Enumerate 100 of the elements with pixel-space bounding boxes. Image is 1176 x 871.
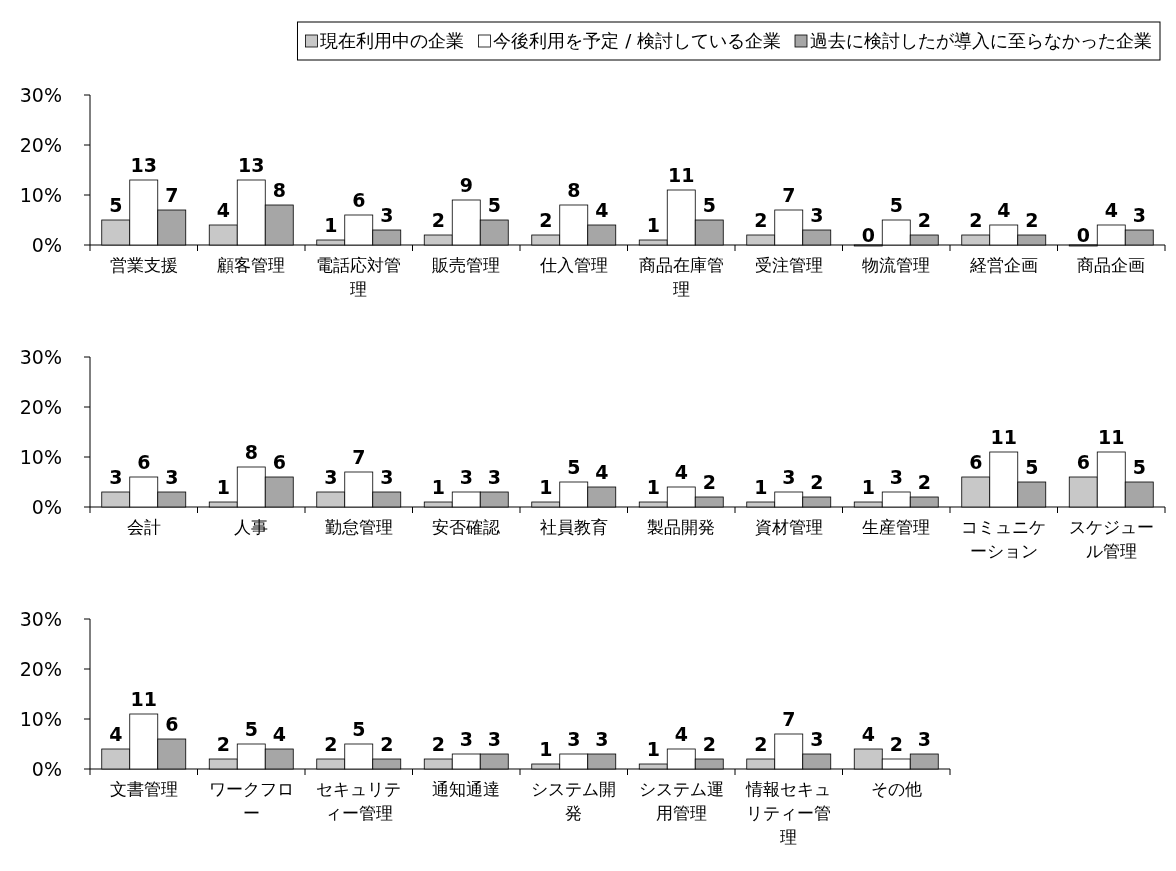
data-label: 2 — [539, 209, 553, 231]
x-tick-label: 情報セキュリティー管理 — [744, 778, 833, 849]
data-label: 8 — [567, 179, 581, 201]
x-tick-label: スケジュール管理 — [1067, 516, 1155, 563]
data-label: 5 — [487, 194, 501, 216]
data-label: 6 — [272, 451, 286, 473]
data-label: 4 — [861, 723, 875, 745]
data-label: 3 — [595, 728, 609, 750]
data-label: 0 — [861, 224, 875, 246]
data-label: 11 — [1098, 426, 1125, 448]
data-label: 1 — [646, 214, 660, 236]
data-label: 7 — [352, 446, 366, 468]
data-label: 8 — [244, 441, 258, 463]
y-tick-label: 10% — [19, 708, 62, 730]
data-label: 13 — [238, 154, 265, 176]
data-label: 1 — [216, 476, 230, 498]
data-label: 11 — [990, 426, 1017, 448]
x-tick-label: 販売管理 — [431, 254, 502, 277]
data-label: 5 — [109, 194, 123, 216]
data-label: 4 — [595, 461, 609, 483]
data-label: 3 — [380, 204, 394, 226]
data-label: 2 — [969, 209, 983, 231]
data-label: 3 — [459, 466, 473, 488]
data-label: 1 — [431, 476, 445, 498]
y-tick-label: 20% — [19, 396, 62, 418]
x-tick-label: 生産管理 — [861, 516, 932, 539]
data-label: 4 — [674, 723, 688, 745]
x-tick-label: その他 — [869, 778, 923, 801]
x-tick-label: 製品開発 — [646, 516, 717, 539]
x-tick-label: システム開発 — [530, 778, 618, 825]
y-tick-label: 20% — [19, 658, 62, 680]
data-label: 11 — [130, 688, 157, 710]
data-label: 5 — [889, 194, 903, 216]
x-tick-label: 顧客管理 — [216, 254, 287, 277]
x-tick-label: 資材管理 — [753, 516, 824, 539]
data-label: 3 — [487, 466, 501, 488]
data-label: 0 — [1076, 224, 1090, 246]
data-label: 3 — [810, 728, 824, 750]
data-label: 9 — [459, 174, 473, 196]
data-label: 5 — [702, 194, 716, 216]
x-tick-label: 人事 — [233, 516, 270, 539]
data-label: 2 — [702, 733, 716, 755]
data-label: 4 — [997, 199, 1011, 221]
data-label: 3 — [165, 466, 179, 488]
data-label: 6 — [969, 451, 983, 473]
y-tick-label: 10% — [19, 446, 62, 468]
data-label: 3 — [889, 466, 903, 488]
data-label: 1 — [861, 476, 875, 498]
data-label: 2 — [702, 471, 716, 493]
data-label: 5 — [352, 718, 366, 740]
data-label: 2 — [810, 471, 824, 493]
y-tick-label: 0% — [31, 234, 62, 256]
data-label: 13 — [130, 154, 157, 176]
data-label: 3 — [324, 466, 338, 488]
data-label: 2 — [917, 471, 931, 493]
data-label: 2 — [324, 733, 338, 755]
x-tick-label: 安否確認 — [431, 516, 502, 539]
data-label: 2 — [889, 733, 903, 755]
data-label: 6 — [1076, 451, 1090, 473]
data-label: 1 — [324, 214, 338, 236]
legend-label: 過去に検討したが導入に至らなかった企業 — [810, 30, 1152, 51]
data-label: 3 — [917, 728, 931, 750]
x-tick-label: コミュニケーション — [960, 516, 1048, 563]
data-label: 2 — [1025, 209, 1039, 231]
data-label: 4 — [595, 199, 609, 221]
data-label: 2 — [431, 209, 445, 231]
data-label: 3 — [459, 728, 473, 750]
legend-label: 現在利用中の企業 — [320, 30, 465, 51]
data-label: 7 — [782, 184, 796, 206]
x-tick-label: 文書管理 — [108, 778, 179, 801]
data-label: 1 — [754, 476, 768, 498]
y-tick-label: 10% — [19, 184, 62, 206]
data-label: 3 — [109, 466, 123, 488]
x-tick-label: 受注管理 — [753, 254, 824, 277]
data-label: 6 — [137, 451, 151, 473]
data-label: 2 — [754, 733, 768, 755]
data-label: 7 — [165, 184, 179, 206]
x-tick-label: 会計 — [125, 516, 162, 539]
x-tick-label: 仕入管理 — [538, 254, 609, 277]
y-tick-label: 20% — [19, 134, 62, 156]
y-tick-label: 30% — [19, 608, 62, 630]
data-label: 5 — [567, 456, 581, 478]
data-label: 2 — [216, 733, 230, 755]
x-tick-label: 電話応対管理 — [315, 254, 403, 301]
data-label: 4 — [109, 723, 123, 745]
data-label: 3 — [567, 728, 581, 750]
data-label: 4 — [272, 723, 286, 745]
y-tick-label: 30% — [19, 346, 62, 368]
x-tick-label: 物流管理 — [861, 254, 932, 277]
data-label: 7 — [782, 708, 796, 730]
x-tick-label: システム運用管理 — [637, 778, 725, 825]
x-tick-label: 営業支援 — [108, 254, 179, 277]
x-tick-label: 商品企画 — [1076, 254, 1147, 277]
data-label: 3 — [487, 728, 501, 750]
data-label: 6 — [165, 713, 179, 735]
data-label: 11 — [668, 164, 695, 186]
data-label: 2 — [380, 733, 394, 755]
data-label: 1 — [646, 476, 660, 498]
x-tick-label: 社員教育 — [538, 516, 609, 539]
data-label: 5 — [1025, 456, 1039, 478]
